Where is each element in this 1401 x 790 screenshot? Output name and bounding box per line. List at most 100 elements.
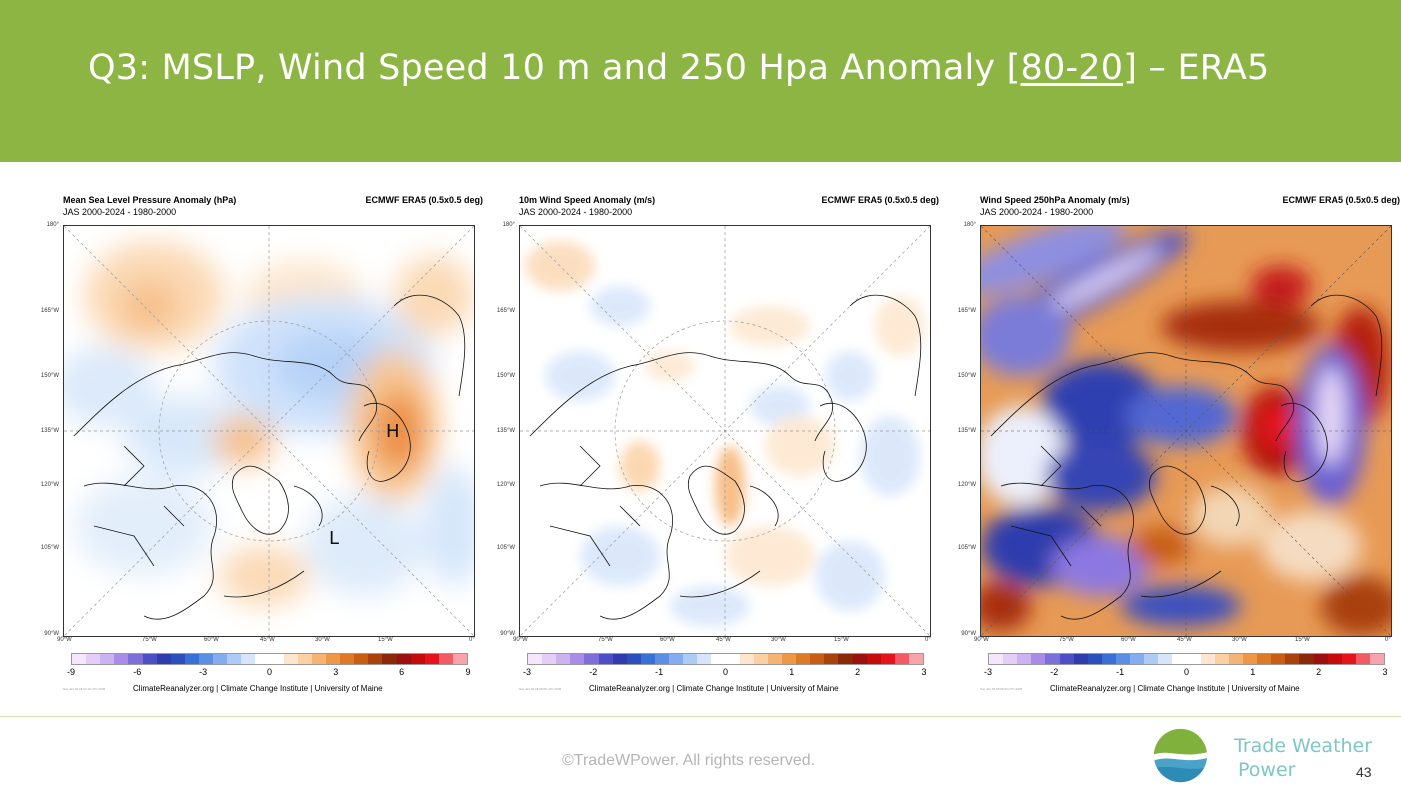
lon-label: 30°W (1232, 637, 1247, 643)
panel-wind10m: 10m Wind Speed Anomaly (m/s) JAS 2000-20… (497, 186, 939, 701)
colorbar-tick: 0 (722, 667, 729, 677)
lat-label: 180° (963, 222, 976, 228)
brand-line-1: Trade Weather (1234, 735, 1373, 757)
timestamp: Sun Jan 19 18:06:23 UTC 2025 (980, 687, 1023, 691)
panel-source: ECMWF ERA5 (0.5x0.5 deg) (1282, 195, 1400, 205)
lat-label: 180° (502, 222, 515, 228)
lon-label: 45°W (260, 637, 275, 643)
colorbar-tick: 2 (855, 667, 861, 677)
brand-name: Trade Weather Power (1234, 734, 1372, 782)
lat-label: 120°W (40, 482, 59, 488)
panel-title: Mean Sea Level Pressure Anomaly (hPa) (63, 195, 237, 205)
title-link[interactable]: [80-20] (1006, 48, 1138, 88)
lon-label: 60°W (1121, 637, 1136, 643)
copyright-footer: ©TradeWPower. All rights reserved. (562, 752, 816, 769)
high-pressure-marker: H (386, 421, 400, 442)
lon-label: 15°W (834, 637, 849, 643)
panel-source: ECMWF ERA5 (0.5x0.5 deg) (365, 195, 483, 205)
lon-label: 45°W (1177, 637, 1192, 643)
panel-subtitle: JAS 2000-2024 - 1980-2000 (519, 207, 633, 217)
lon-label: 60°W (660, 637, 675, 643)
lon-label: 60°W (204, 637, 219, 643)
map-wind250-graphic (981, 226, 1391, 636)
lat-label: 105°W (957, 545, 976, 551)
lon-label: 0° (1385, 637, 1391, 643)
lon-label: 30°W (315, 637, 330, 643)
lon-label: 75°W (1059, 637, 1074, 643)
map-mslp: H L (63, 225, 475, 637)
colorbar (71, 653, 468, 665)
lon-label: 30°W (771, 637, 786, 643)
map-wind10m-graphic (520, 226, 930, 636)
map-mslp-graphic (64, 226, 474, 636)
panel-title: 10m Wind Speed Anomaly (m/s) (519, 195, 656, 205)
panel-mslp: Mean Sea Level Pressure Anomaly (hPa) JA… (41, 186, 483, 701)
lat-label: 135°W (957, 428, 976, 434)
lat-label: 120°W (496, 482, 515, 488)
colorbar-tick: 0 (266, 667, 273, 677)
colorbar-ticks: -9 -6 -3 0 3 6 9 (67, 667, 471, 679)
panel-subtitle: JAS 2000-2024 - 1980-2000 (980, 207, 1094, 217)
timestamp: Sun Jan 19 18:04:16 UTC 2025 (63, 687, 106, 691)
lat-label: 135°W (40, 428, 59, 434)
map-wind10m (519, 225, 931, 637)
title-text-post: – ERA5 (1137, 48, 1270, 88)
colorbar-tick: -1 (1116, 667, 1125, 677)
lon-label: 15°W (1295, 637, 1310, 643)
lat-label: 150°W (957, 373, 976, 379)
colorbar-ticks: -3 -2 -1 0 1 2 3 (984, 667, 1388, 679)
panel-subtitle: JAS 2000-2024 - 1980-2000 (63, 207, 177, 217)
colorbar-tick: -2 (1050, 667, 1059, 677)
colorbar-tick: -3 (983, 667, 993, 677)
lon-label: 45°W (716, 637, 731, 643)
lat-label: 180° (46, 222, 59, 228)
colorbar-tick: 9 (465, 667, 471, 677)
lat-label: 120°W (957, 482, 976, 488)
colorbar (988, 653, 1385, 665)
colorbar-tick: -2 (589, 667, 598, 677)
lon-label: 0° (925, 637, 931, 643)
lat-label: 90°W (500, 631, 515, 637)
colorbar-tick: 2 (1316, 667, 1322, 677)
footer-divider (0, 716, 1401, 717)
timestamp: Sun Jan 19 18:09:06 UTC 2025 (519, 687, 562, 691)
colorbar-tick: 3 (333, 667, 339, 677)
colorbar-tick: -3 (522, 667, 532, 677)
lat-label: 150°W (496, 373, 515, 379)
colorbar-tick: 0 (1183, 667, 1190, 677)
lat-label: 105°W (40, 545, 59, 551)
colorbar-ticks: -3 -2 -1 0 1 2 3 (523, 667, 927, 679)
page-number: 43 (1356, 764, 1372, 780)
credit-line: ClimateReanalyzer.org | Climate Change I… (1050, 684, 1300, 693)
title-bar (0, 0, 1401, 162)
panel-title: Wind Speed 250hPa Anomaly (m/s) (980, 195, 1130, 205)
lat-label: 165°W (40, 308, 59, 314)
lon-label: 90°W (57, 637, 72, 643)
lat-label: 150°W (40, 373, 59, 379)
lat-label: 90°W (961, 631, 976, 637)
lon-label: 15°W (378, 637, 393, 643)
title-text-pre: Q3: MSLP, Wind Speed 10 m and 250 Hpa An… (88, 48, 1007, 88)
colorbar-tick: 3 (1382, 667, 1388, 677)
colorbar-tick: 3 (921, 667, 927, 677)
brand-line-2: Power (1238, 759, 1296, 781)
low-pressure-marker: L (329, 528, 340, 549)
lat-label: 90°W (44, 631, 59, 637)
panel-wind250: Wind Speed 250hPa Anomaly (m/s) JAS 2000… (958, 186, 1400, 701)
slide-title: Q3: MSLP, Wind Speed 10 m and 250 Hpa An… (88, 48, 1269, 88)
colorbar-tick: 6 (399, 667, 405, 677)
lat-label: 105°W (496, 545, 515, 551)
map-wind250 (980, 225, 1392, 637)
lon-label: 90°W (513, 637, 528, 643)
lat-label: 135°W (496, 428, 515, 434)
colorbar-tick: 1 (789, 667, 795, 677)
lon-label: 0° (469, 637, 475, 643)
colorbar-tick: 1 (1250, 667, 1256, 677)
lat-label: 165°W (496, 308, 515, 314)
colorbar-tick: -3 (199, 667, 208, 677)
colorbar-tick: -1 (655, 667, 664, 677)
lat-label: 165°W (957, 308, 976, 314)
lon-label: 75°W (598, 637, 613, 643)
colorbar (527, 653, 924, 665)
trade-weather-power-logo (1153, 728, 1208, 783)
